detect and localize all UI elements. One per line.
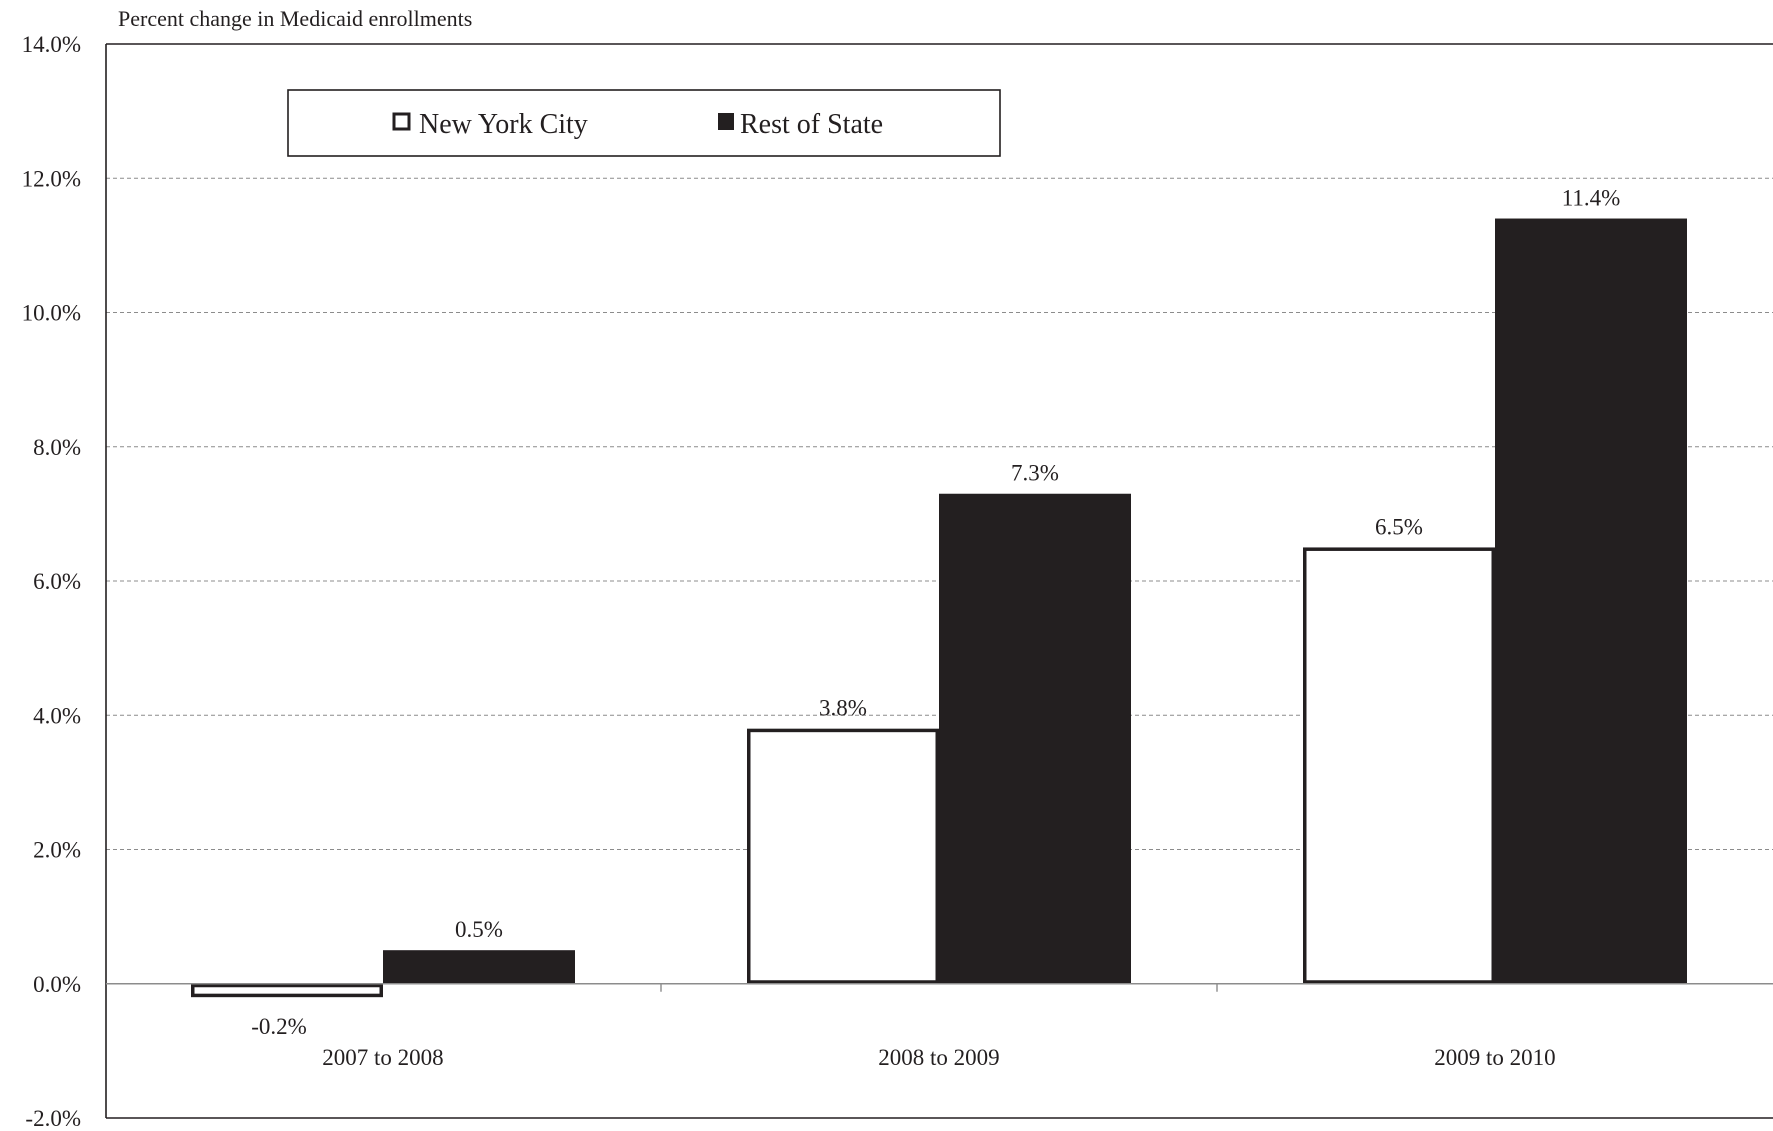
bars — [191, 218, 1687, 998]
x-category-label-2007-to-2008: 2007 to 2008 — [322, 1045, 443, 1070]
bar-new-york-city-2008-to-2009 — [747, 728, 939, 984]
legend-swatch-rest-of-state — [718, 113, 734, 130]
bar-new-york-city-2009-to-2010 — [1303, 547, 1495, 984]
y-tick-label-14-0: 14.0% — [22, 32, 81, 57]
y-axis-title: Percent change in Medicaid enrollments — [118, 6, 472, 31]
legend: New York City Rest of State — [287, 89, 1001, 157]
labels: Percent change in Medicaid enrollments -… — [22, 6, 1621, 1131]
data-label-new-york-city-2009-to-2010: 6.5% — [1375, 514, 1423, 539]
bar-rest-of-state-2008-to-2009 — [939, 493, 1131, 984]
y-tick-label-6-0: 6.0% — [33, 569, 81, 594]
legend-frame — [287, 89, 1001, 157]
legend-swatch-new-york-city — [392, 112, 411, 131]
y-tick-label-2-0: -2.0% — [25, 1106, 81, 1131]
y-tick-label-12-0: 12.0% — [22, 166, 81, 191]
x-category-label-2009-to-2010: 2009 to 2010 — [1434, 1045, 1555, 1070]
data-label-new-york-city-2008-to-2009: 3.8% — [819, 696, 867, 721]
data-label-rest-of-state-2009-to-2010: 11.4% — [1562, 186, 1621, 211]
bar-rest-of-state-2007-to-2008 — [383, 950, 575, 984]
x-category-label-2008-to-2009: 2008 to 2009 — [878, 1045, 999, 1070]
legend-label-new-york-city: New York City — [419, 109, 588, 140]
bar-new-york-city-2007-to-2008 — [191, 983, 383, 998]
y-tick-label-10-0: 10.0% — [22, 301, 81, 326]
data-label-new-york-city-2007-to-2008: -0.2% — [251, 1014, 307, 1039]
legend-label-rest-of-state: Rest of State — [740, 109, 883, 140]
data-label-rest-of-state-2008-to-2009: 7.3% — [1011, 461, 1059, 486]
y-tick-label-4-0: 4.0% — [33, 703, 81, 728]
bar-rest-of-state-2009-to-2010 — [1495, 218, 1687, 984]
y-tick-label-2-0: 2.0% — [33, 838, 81, 863]
y-tick-label-8-0: 8.0% — [33, 435, 81, 460]
axes — [105, 43, 1773, 1119]
y-tick-label-0-0: 0.0% — [33, 972, 81, 997]
data-label-rest-of-state-2007-to-2008: 0.5% — [455, 917, 503, 942]
